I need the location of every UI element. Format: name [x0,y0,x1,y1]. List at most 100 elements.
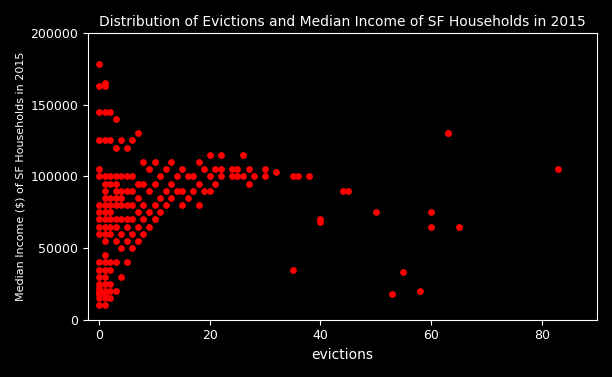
Point [415,288,425,294]
Point [216,173,226,179]
Point [172,173,182,179]
Point [122,173,132,179]
Point [116,138,126,144]
Point [205,188,215,194]
Point [105,109,115,115]
Point [94,224,104,230]
Point [188,188,198,194]
Point [94,259,104,265]
Point [149,202,159,208]
Point [122,259,132,265]
Point [105,259,115,265]
Point [94,216,104,222]
Point [316,219,326,225]
Point [166,195,176,201]
Point [94,166,104,172]
Point [172,188,182,194]
Point [426,224,436,230]
Point [138,181,148,187]
Point [100,291,110,297]
Point [343,188,353,194]
Point [398,270,408,276]
Point [111,202,121,208]
Point [111,224,121,230]
Point [100,288,110,294]
Point [111,173,121,179]
Point [200,188,209,194]
Point [244,181,253,187]
Point [144,224,154,230]
Point [100,295,110,301]
Point [127,138,137,144]
Point [100,252,110,258]
Point [94,109,104,115]
Point [100,302,110,308]
Point [211,181,220,187]
Point [338,188,348,194]
Point [111,259,121,265]
Point [183,195,193,201]
Point [144,209,154,215]
Point [155,209,165,215]
Point [100,259,110,265]
Point [133,224,143,230]
Point [238,173,248,179]
Point [127,202,137,208]
Point [227,173,237,179]
Point [105,181,115,187]
Point [111,188,121,194]
Point [177,202,187,208]
Point [100,238,110,244]
Point [442,130,452,136]
Point [94,83,104,89]
Point [94,173,104,179]
Point [260,173,270,179]
Point [216,152,226,158]
Point [100,109,110,115]
Point [94,274,104,280]
Point [138,202,148,208]
Point [144,188,154,194]
Point [553,166,563,172]
Point [144,166,154,172]
Point [133,130,143,136]
Point [260,166,270,172]
Point [166,181,176,187]
Point [116,202,126,208]
Point [105,231,115,237]
Point [288,267,297,273]
Point [100,188,110,194]
Point [111,145,121,151]
Point [94,295,104,301]
Point [138,159,148,165]
Point [111,116,121,122]
Title: Distribution of Evictions and Median Income of SF Households in 2015: Distribution of Evictions and Median Inc… [99,15,586,29]
Point [122,224,132,230]
Point [105,295,115,301]
Point [155,173,165,179]
Point [100,80,110,86]
Point [94,267,104,273]
Point [127,188,137,194]
Point [166,159,176,165]
Point [133,195,143,201]
Point [305,173,315,179]
Point [100,173,110,179]
Point [105,288,115,294]
Point [94,302,104,308]
Point [105,202,115,208]
Point [100,202,110,208]
Point [288,173,297,179]
Point [100,224,110,230]
Point [122,145,132,151]
Point [194,159,204,165]
Point [194,181,204,187]
Point [227,166,237,172]
Point [111,238,121,244]
Point [133,238,143,244]
Point [149,216,159,222]
Point [94,281,104,287]
Point [111,181,121,187]
Point [127,245,137,251]
Y-axis label: Median Income ($) of SF Households in 2015: Median Income ($) of SF Households in 20… [15,52,25,301]
